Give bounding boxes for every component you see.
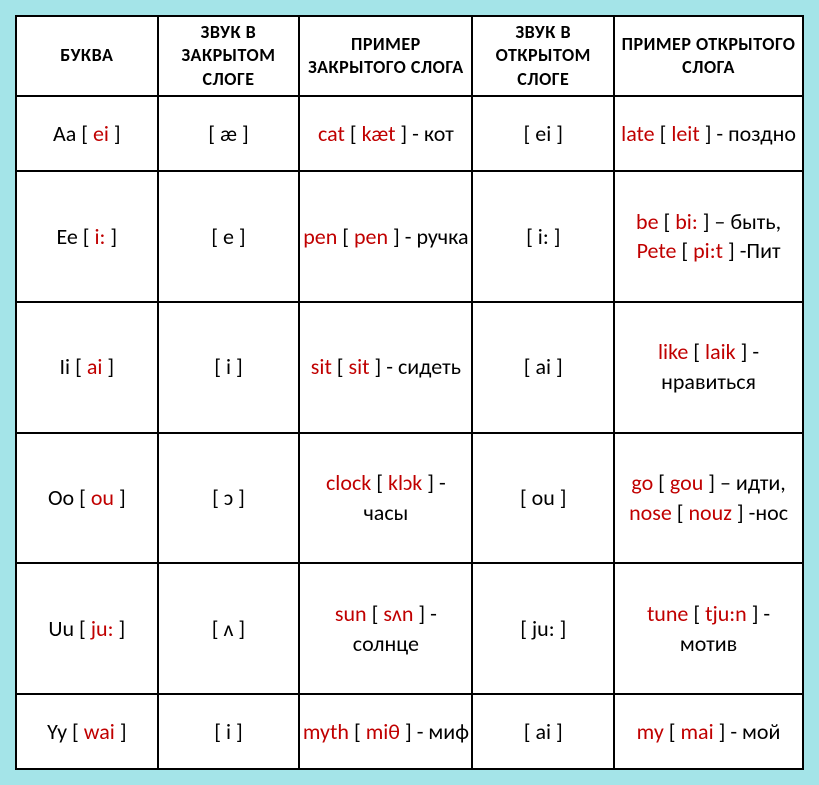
- cell-closed-sound: [ e ]: [158, 171, 300, 302]
- cell-closed-sound: [ i ]: [158, 694, 300, 769]
- cell-open-example: late [ leit ] - поздно: [614, 96, 803, 171]
- cell-letter: Ee [ i: ]: [16, 171, 158, 302]
- cell-letter: Aa [ ei ]: [16, 96, 158, 171]
- phonetics-table: БУКВА ЗВУК В ЗАКРЫТОМ СЛОГЕ ПРИМЕР ЗАКРЫ…: [15, 15, 804, 770]
- cell-closed-example: cat [ kæt ] - кот: [299, 96, 472, 171]
- cell-open-sound: [ ou ]: [472, 433, 614, 564]
- cell-open-example: my [ mai ] - мой: [614, 694, 803, 769]
- cell-closed-example: clock [ klɔk ] - часы: [299, 433, 472, 564]
- cell-letter: Oo [ ou ]: [16, 433, 158, 564]
- col-header-closed-example: ПРИМЕР ЗАКРЫТОГО СЛОГА: [299, 16, 472, 96]
- cell-closed-example: pen [ pen ] - ручка: [299, 171, 472, 302]
- cell-open-sound: [ ai ]: [472, 302, 614, 433]
- table-row: Ii [ ai ][ i ]sit [ sit ] - сидеть[ ai ]…: [16, 302, 803, 433]
- cell-open-sound: [ ju: ]: [472, 563, 614, 694]
- cell-open-sound: [ i: ]: [472, 171, 614, 302]
- cell-letter: Ii [ ai ]: [16, 302, 158, 433]
- cell-closed-example: sit [ sit ] - сидеть: [299, 302, 472, 433]
- cell-letter: Uu [ ju: ]: [16, 563, 158, 694]
- col-header-open-example: ПРИМЕР ОТКРЫТОГО СЛОГА: [614, 16, 803, 96]
- table-body: Aa [ ei ][ æ ]cat [ kæt ] - кот[ ei ]lat…: [16, 96, 803, 769]
- cell-open-example: be [ bi: ] – быть, Pete [ pi:t ] -Пит: [614, 171, 803, 302]
- col-header-closed-sound: ЗВУК В ЗАКРЫТОМ СЛОГЕ: [158, 16, 300, 96]
- col-header-letter: БУКВА: [16, 16, 158, 96]
- table-row: Yy [ wai ][ i ]myth [ miθ ] - миф[ ai ]m…: [16, 694, 803, 769]
- cell-letter: Yy [ wai ]: [16, 694, 158, 769]
- table-row: Ee [ i: ][ e ]pen [ pen ] - ручка[ i: ]b…: [16, 171, 803, 302]
- cell-open-sound: [ ei ]: [472, 96, 614, 171]
- cell-open-sound: [ ai ]: [472, 694, 614, 769]
- table-row: Uu [ ju: ][ ʌ ]sun [ sʌn ] - солнце[ ju:…: [16, 563, 803, 694]
- header-row: БУКВА ЗВУК В ЗАКРЫТОМ СЛОГЕ ПРИМЕР ЗАКРЫ…: [16, 16, 803, 96]
- cell-closed-sound: [ ʌ ]: [158, 563, 300, 694]
- cell-open-example: tune [ tju:n ] - мотив: [614, 563, 803, 694]
- cell-closed-sound: [ ɔ ]: [158, 433, 300, 564]
- table-row: Aa [ ei ][ æ ]cat [ kæt ] - кот[ ei ]lat…: [16, 96, 803, 171]
- table-container: БУКВА ЗВУК В ЗАКРЫТОМ СЛОГЕ ПРИМЕР ЗАКРЫ…: [15, 15, 804, 770]
- cell-closed-example: sun [ sʌn ] - солнце: [299, 563, 472, 694]
- cell-open-example: go [ gou ] – идти, nose [ nouz ] -нос: [614, 433, 803, 564]
- table-row: Oo [ ou ][ ɔ ]clock [ klɔk ] - часы[ ou …: [16, 433, 803, 564]
- cell-open-example: like [ laik ] - нравиться: [614, 302, 803, 433]
- cell-closed-sound: [ æ ]: [158, 96, 300, 171]
- cell-closed-example: myth [ miθ ] - миф: [299, 694, 472, 769]
- cell-closed-sound: [ i ]: [158, 302, 300, 433]
- col-header-open-sound: ЗВУК В ОТКРЫТОМ СЛОГЕ: [472, 16, 614, 96]
